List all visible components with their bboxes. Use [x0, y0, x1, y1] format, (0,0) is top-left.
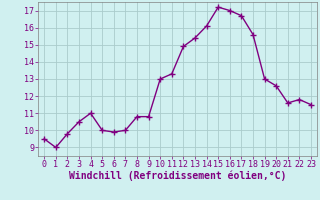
X-axis label: Windchill (Refroidissement éolien,°C): Windchill (Refroidissement éolien,°C) [69, 171, 286, 181]
